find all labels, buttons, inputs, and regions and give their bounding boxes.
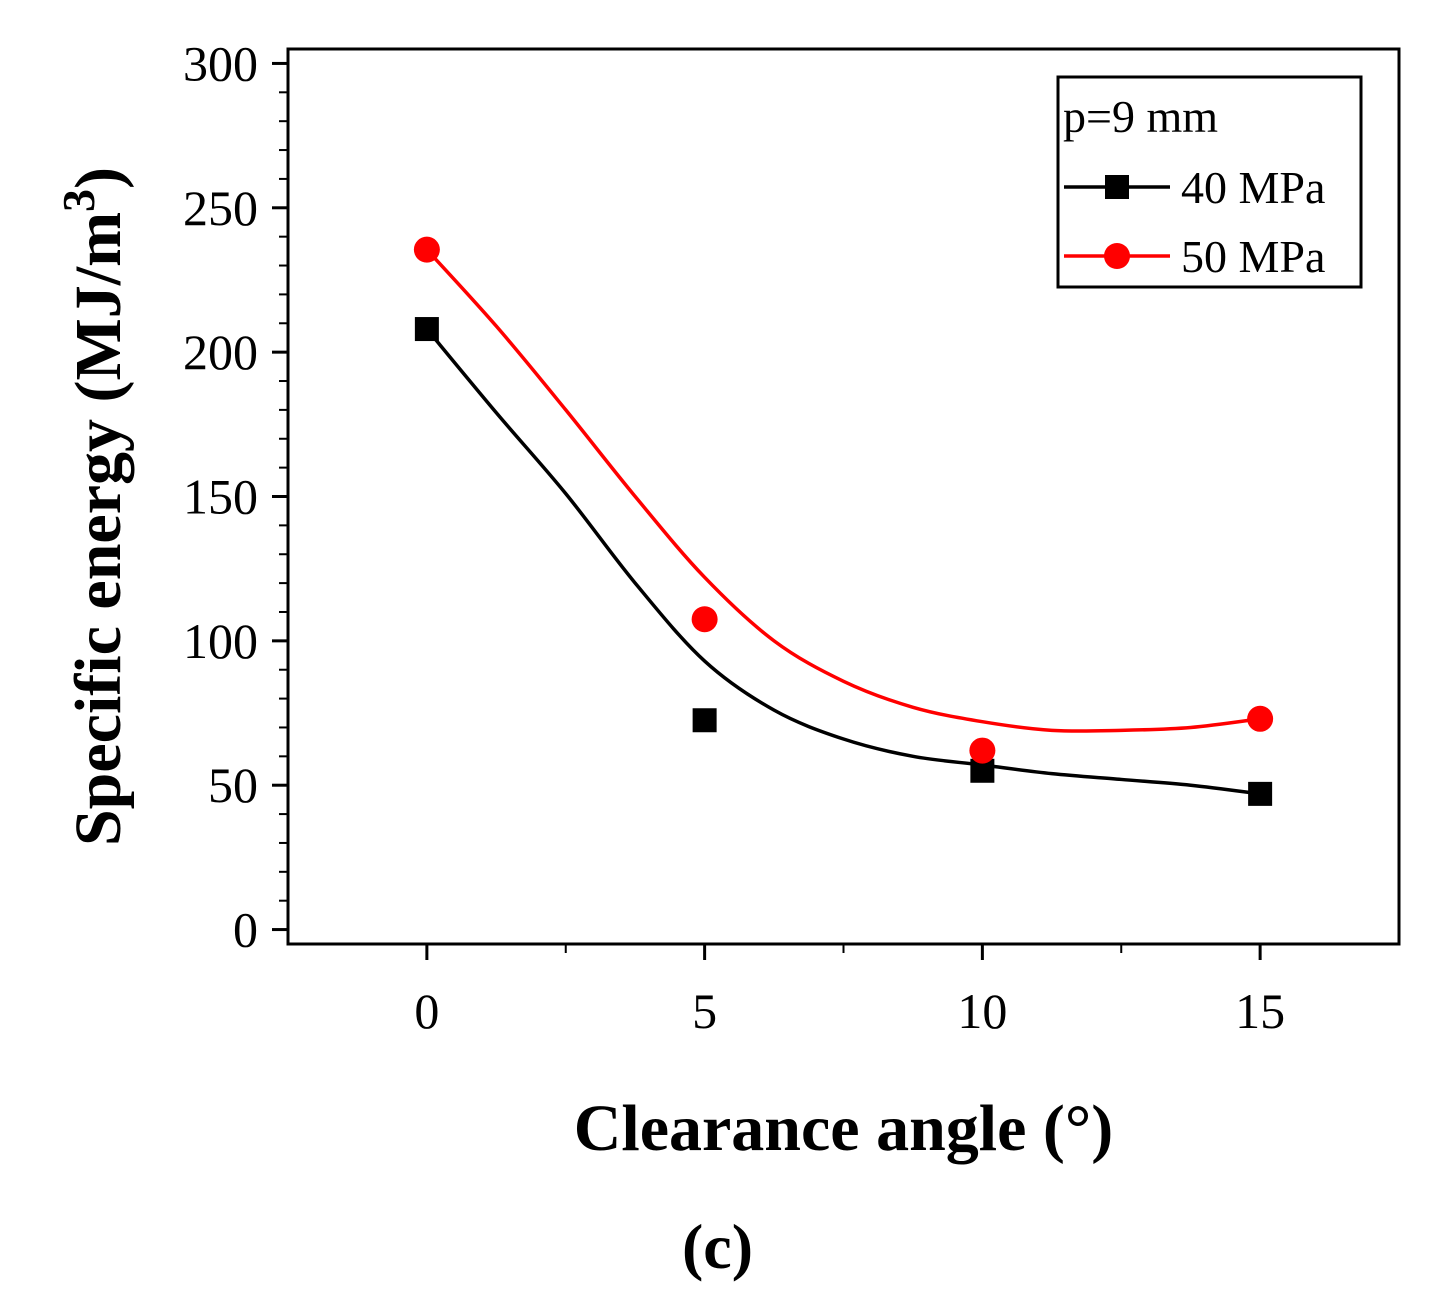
data-point-circle <box>1247 705 1274 732</box>
legend-marker-circle <box>1104 243 1130 269</box>
data-point-square <box>1248 781 1273 806</box>
x-axis-title: Clearance angle (°) <box>574 1092 1114 1165</box>
y-tick-label: 50 <box>208 757 258 813</box>
legend-label-1: 50 MPa <box>1181 231 1325 282</box>
x-tick-label: 5 <box>692 983 717 1039</box>
data-point-circle <box>413 236 440 263</box>
y-axis-title-superscript: 3 <box>53 189 104 212</box>
data-point-circle <box>969 737 996 764</box>
legend-title: p=9 mm <box>1063 91 1218 142</box>
y-tick-label: 0 <box>233 902 258 958</box>
data-point-square <box>414 317 439 342</box>
y-tick-label: 250 <box>183 180 258 236</box>
data-point-square <box>692 708 717 733</box>
y-axis-title-main: Specific energy (MJ/m <box>62 212 135 846</box>
axis-ticks <box>272 61 1262 960</box>
legend-label-0: 40 MPa <box>1181 162 1325 213</box>
fit-curves <box>425 248 1261 796</box>
y-tick-label: 100 <box>183 613 258 669</box>
data-markers <box>413 236 1274 806</box>
x-tick-label: 10 <box>957 983 1007 1039</box>
tick-labels: 0 50 100 150 200 250 300 0 5 10 15 <box>183 35 1285 1039</box>
y-tick-label: 150 <box>183 469 258 525</box>
x-tick-label: 15 <box>1235 983 1285 1039</box>
y-axis-title: Specific energy (MJ/m3) <box>53 167 135 846</box>
legend: p=9 mm 40 MPa 50 MPa <box>1056 75 1363 289</box>
y-tick-label: 300 <box>183 35 258 91</box>
fit-curve-0 <box>425 327 1261 796</box>
legend-marker-square <box>1105 175 1129 199</box>
y-tick-label: 200 <box>183 324 258 380</box>
panel-label: (c) <box>681 1211 754 1282</box>
data-point-circle <box>691 606 718 633</box>
y-axis-title-close: ) <box>62 167 135 189</box>
x-tick-label: 0 <box>414 983 439 1039</box>
fit-curve-1 <box>425 248 1261 733</box>
